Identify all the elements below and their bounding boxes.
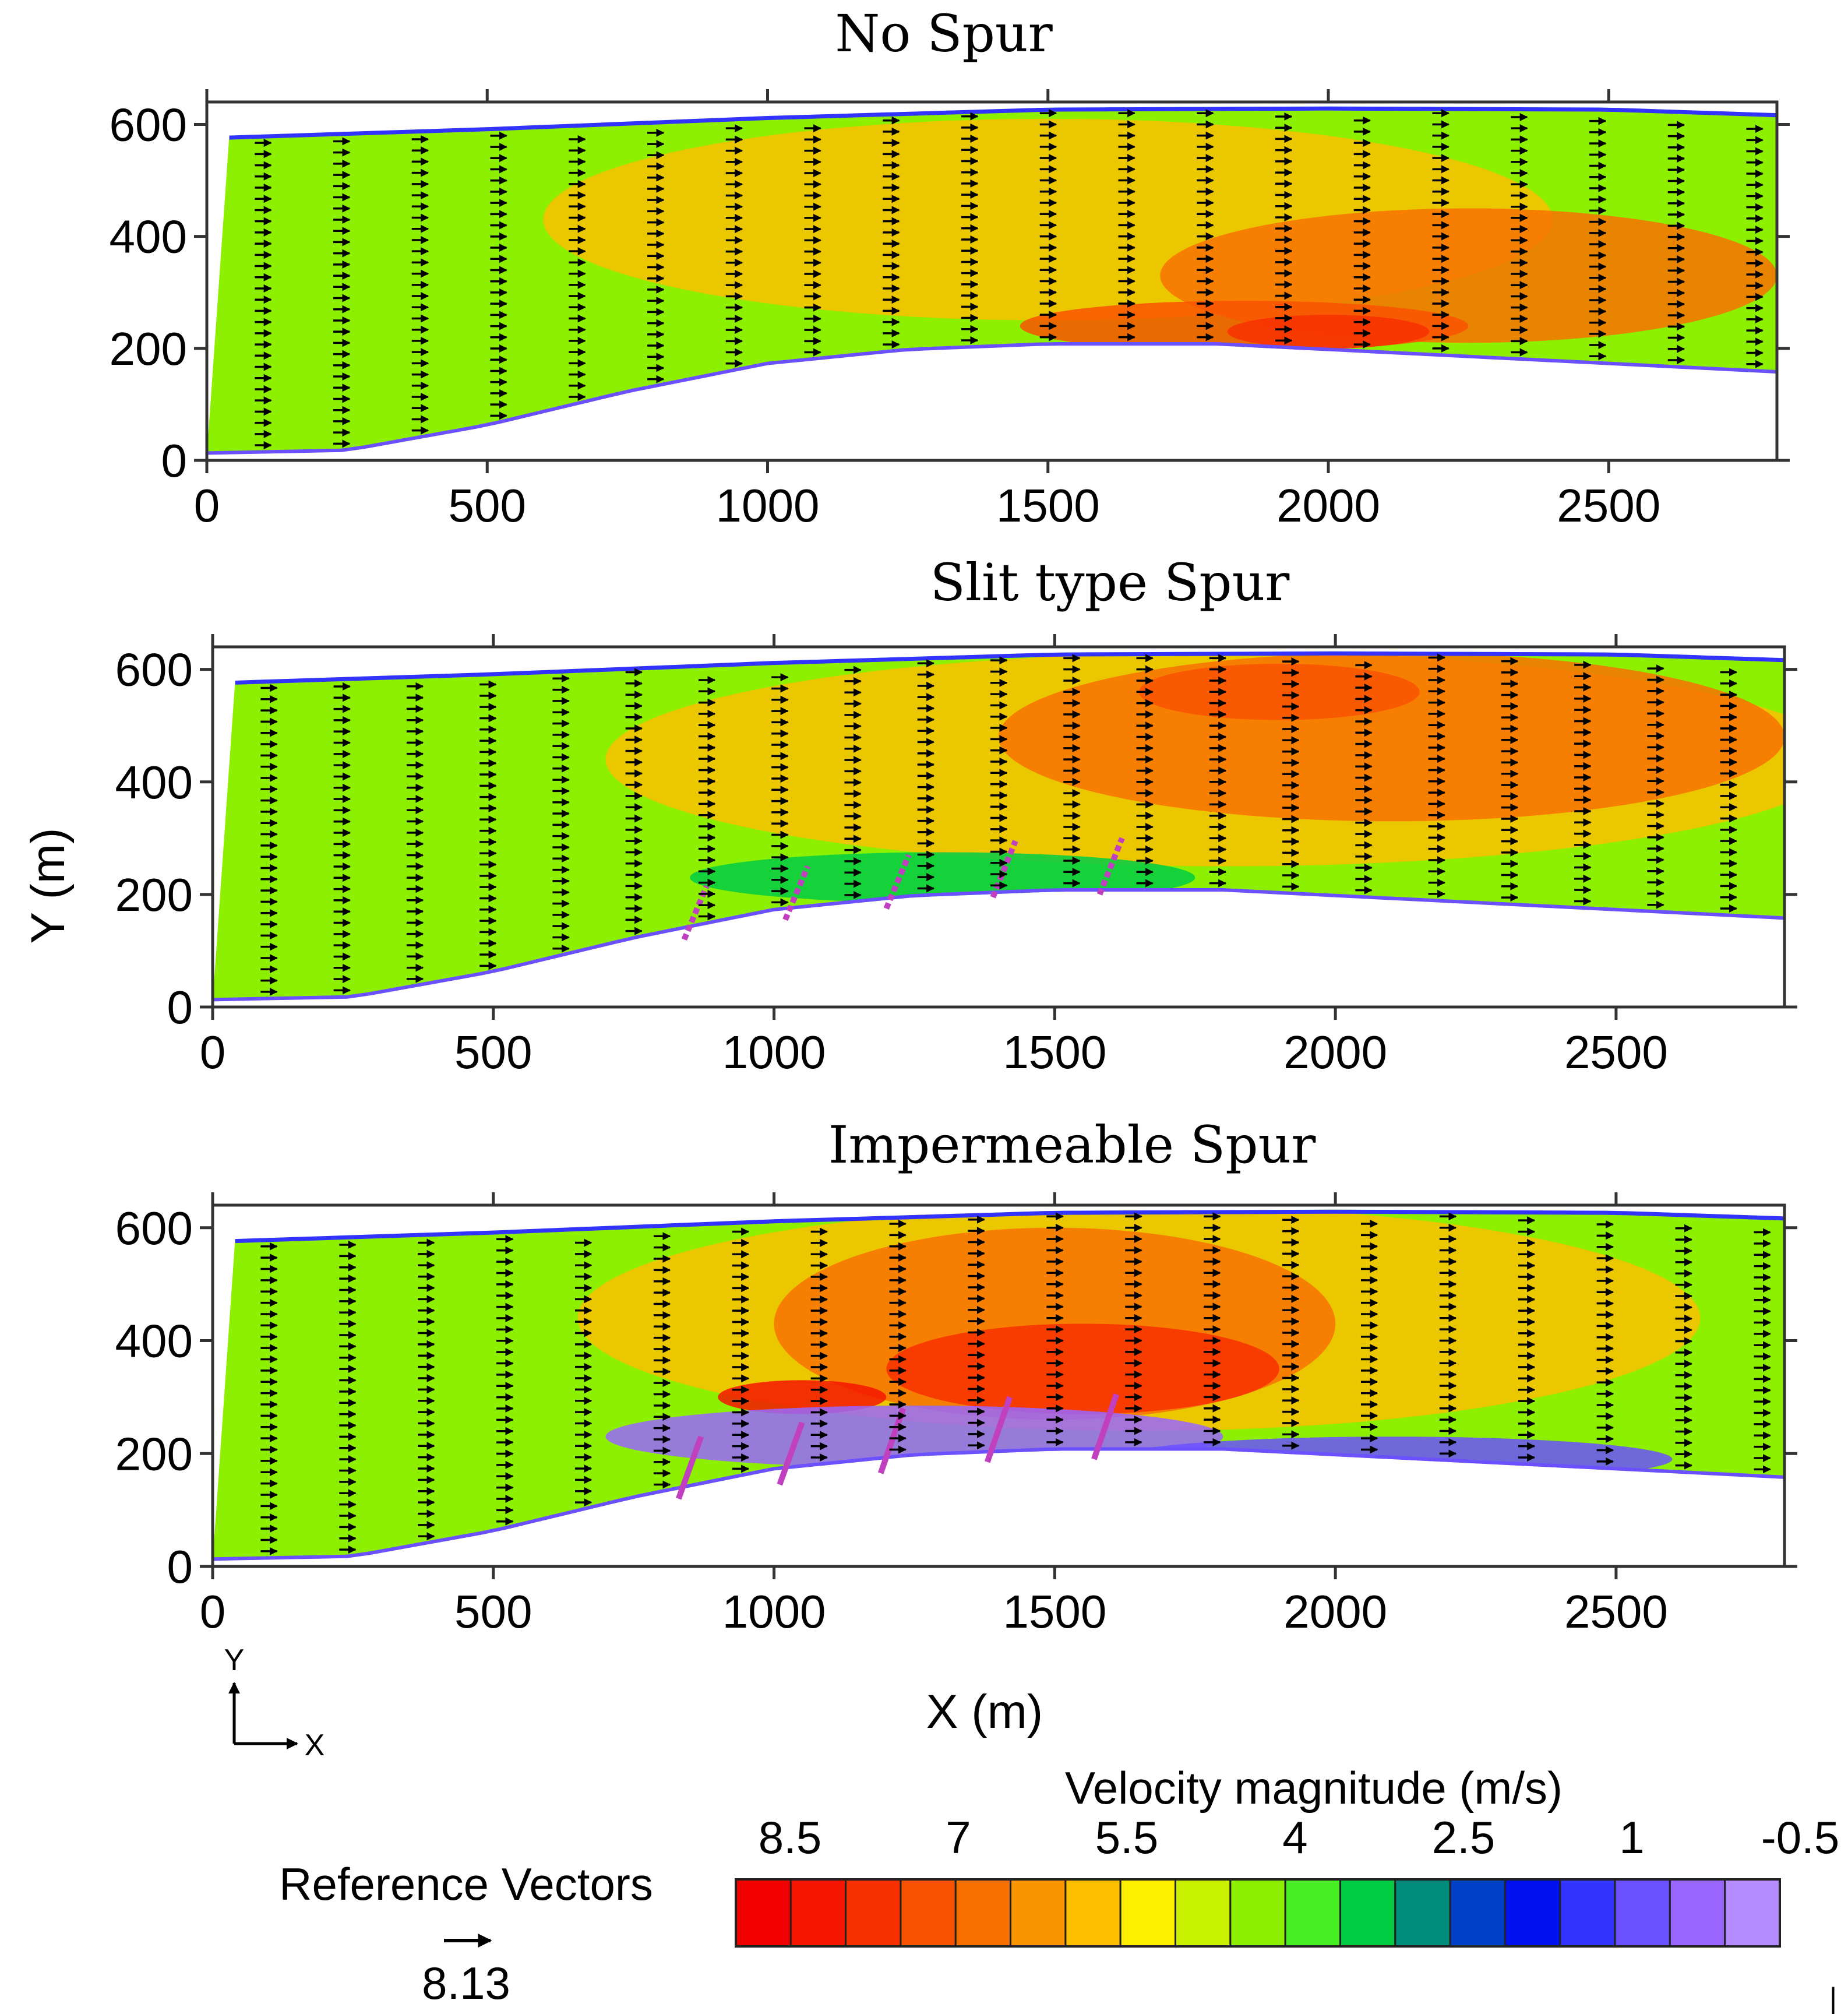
panel-title: Impermeable Spur	[828, 1115, 1316, 1175]
colorbar-tick-label: 8.5	[759, 1812, 821, 1863]
x-axis-label: X (m)	[926, 1685, 1043, 1738]
velocity-vectors	[255, 109, 1764, 450]
y-tick-label: 200	[115, 1428, 193, 1480]
colorbar-swatch	[1669, 1878, 1726, 1948]
panel-slit-type-spur: Slit type Spur 0 500 1000 1500 2000 2500 0 200 4…	[115, 552, 1797, 1078]
colorbar-swatch	[1010, 1878, 1067, 1948]
spur-structure	[782, 865, 810, 921]
x-tick-label: 1500	[996, 480, 1100, 531]
velocity-zone	[1138, 663, 1420, 720]
spur-structure	[985, 1396, 1013, 1463]
colorbar-tick-label: 7	[946, 1812, 971, 1863]
y-tick-label: 600	[115, 644, 193, 696]
colorbar-swatch	[789, 1878, 847, 1948]
colorbar-tick-label: -0.5	[1761, 1812, 1839, 1863]
colorbar-swatch	[1229, 1878, 1286, 1948]
panel-impermeable-spur: Impermeable Spur 0 500 1000 1500 2000 2500 0 20…	[115, 1115, 1797, 1638]
colorbar-frame	[735, 1878, 1781, 1948]
colorbar-swatch	[1724, 1878, 1781, 1948]
colorbar-swatch	[1064, 1878, 1122, 1948]
x-tick-label: 0	[194, 480, 220, 531]
colorbar-tick-label: 2.5	[1432, 1812, 1495, 1863]
spur-structure	[777, 1421, 805, 1486]
x-tick-label: 500	[454, 1586, 532, 1638]
x-tick-label: 2000	[1283, 1586, 1387, 1638]
y-tick-label: 600	[115, 1202, 193, 1254]
colorbar-swatch	[1175, 1878, 1232, 1948]
y-tick-label: 400	[115, 756, 193, 808]
colorbar-tick-label: 4	[1282, 1812, 1307, 1863]
x-tick-label: 1000	[722, 1586, 826, 1638]
spur-structure	[1096, 837, 1125, 896]
right-bank-edge	[213, 1447, 1784, 1561]
colorbar-swatch	[1449, 1878, 1506, 1948]
colorbar-swatch	[1504, 1878, 1561, 1948]
plot-frame	[211, 1203, 1786, 1568]
plot-frame	[205, 100, 1779, 462]
colorbar-swatch	[845, 1878, 902, 1948]
colorbar: Velocity magnitude (m/s) 8.5 7 5.5 4 2.5 1 -0.…	[735, 1762, 1839, 1948]
x-tick-label: 2500	[1564, 1026, 1668, 1078]
y-tick-label: 200	[110, 323, 187, 375]
velocity-contour-field	[213, 1209, 1784, 1561]
y-tick-label: 200	[115, 869, 193, 921]
compass-x-label: X	[305, 1728, 325, 1762]
reference-vector-legend: Reference Vectors 8.13	[279, 1858, 653, 2009]
colorbar-title: Velocity magnitude (m/s)	[1065, 1762, 1563, 1814]
velocity-vectors	[260, 1212, 1771, 1555]
x-tick-label: 1500	[1003, 1586, 1106, 1638]
x-tick-label: 2000	[1283, 1026, 1387, 1078]
x-tick-label: 2500	[1564, 1586, 1668, 1638]
y-tick-label: 0	[161, 435, 188, 487]
colorbar-swatch	[1394, 1878, 1451, 1948]
x-tick-label: 2500	[1557, 480, 1660, 531]
plot-frame	[211, 645, 1786, 1009]
spur-structure	[883, 854, 912, 910]
velocity-contour-field	[213, 651, 1784, 1002]
y-tick-label: 0	[167, 981, 193, 1033]
reference-vector-value: 8.13	[422, 1957, 510, 2009]
y-tick-label: 0	[167, 1541, 193, 1593]
panel-title: Slit type Spur	[930, 552, 1290, 612]
velocity-contour-field	[207, 106, 1777, 455]
x-tick-label: 500	[449, 480, 526, 531]
velocity-zone	[1227, 315, 1430, 348]
x-tick-label: 500	[454, 1026, 532, 1078]
spur-structure	[681, 885, 710, 941]
panel-title: No Spur	[835, 3, 1053, 64]
colorbar-swatch	[1559, 1878, 1616, 1948]
colorbar-swatch	[954, 1878, 1012, 1948]
compass-icon: Y X	[224, 1643, 325, 1762]
corner-mark: |	[1829, 1982, 1837, 2014]
x-tick-label: 2000	[1276, 480, 1380, 531]
y-tick-label: 600	[110, 98, 187, 150]
y-tick-label: 400	[110, 211, 187, 263]
x-tick-label: 0	[200, 1026, 226, 1078]
x-tick-label: 1000	[722, 1026, 826, 1078]
colorbar-swatch	[735, 1878, 792, 1948]
colorbar-swatch	[1119, 1878, 1177, 1948]
x-tick-label: 1000	[716, 480, 820, 531]
spur-structure	[990, 840, 1018, 899]
spur-structure	[676, 1435, 704, 1500]
colorbar-swatch	[1339, 1878, 1396, 1948]
colorbar-tick-label: 1	[1619, 1812, 1644, 1863]
velocity-zone	[886, 1323, 1279, 1414]
x-tick-label: 1500	[1003, 1026, 1106, 1078]
colorbar-tick-label: 5.5	[1095, 1812, 1158, 1863]
reference-vectors-label: Reference Vectors	[279, 1858, 653, 1910]
y-tick-label: 400	[115, 1315, 193, 1367]
panel-no-spur: No Spur 0 500 1000 1500 2000 2500 0 200 400 600	[110, 3, 1790, 531]
colorbar-swatch	[900, 1878, 957, 1948]
colorbar-swatch	[1614, 1878, 1671, 1948]
velocity-zone	[718, 1380, 887, 1414]
spur-structure	[1091, 1393, 1120, 1460]
compass-y-label: Y	[224, 1643, 245, 1677]
colorbar-swatch	[1284, 1878, 1341, 1948]
x-tick-label: 0	[200, 1586, 226, 1638]
y-axis-label: Y (m)	[22, 828, 75, 944]
velocity-vectors	[260, 653, 1738, 996]
